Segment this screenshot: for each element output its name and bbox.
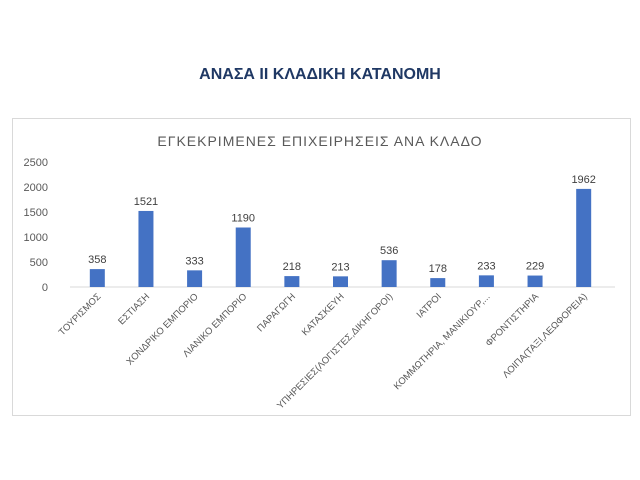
y-tick-label: 1000 [24, 232, 48, 244]
bar [381, 260, 397, 287]
bars [70, 188, 615, 288]
y-tick-label: 2000 [24, 182, 48, 194]
bar-value-label: 1190 [231, 213, 255, 225]
bar-value-label: 229 [526, 261, 544, 273]
bar-value-label: 233 [477, 260, 495, 272]
bar [527, 275, 543, 287]
x-tick-label: ΚΑΤΑΣΚΕΥΗ [300, 291, 347, 338]
y-axis-ticks: 0 500 1000 1500 2000 2500 [24, 157, 48, 294]
bar-value-label: 218 [283, 261, 301, 273]
y-tick-label: 500 [30, 257, 48, 269]
bar [576, 188, 592, 287]
y-tick-label: 1500 [24, 207, 48, 219]
x-tick-label: ΤΟΥΡΙΣΜΟΣ [57, 291, 104, 338]
y-tick-label: 2500 [24, 157, 48, 169]
x-tick-label: ΚΟΜΜΩΤΗΡΙΑ, ΜΑΝΙΚΙΟΥΡ,... [392, 291, 493, 392]
x-tick-label: ΕΣΤΙΑΣΗ [116, 291, 152, 327]
chart-title: ΕΓΚΕΚΡΙΜΕΝΕΣ ΕΠΙΧΕΙΡΗΣΕΙΣ ΑΝΑ ΚΛΑΔΟ [157, 133, 482, 149]
bar [89, 269, 105, 287]
bar [284, 276, 300, 287]
bar-value-label: 1962 [571, 174, 595, 186]
bar-value-label: 178 [429, 263, 447, 275]
x-tick-label: ΙΑΤΡΟΙ [415, 291, 444, 320]
bar [478, 275, 494, 287]
chart-frame [12, 118, 631, 416]
bar-value-label: 333 [185, 255, 203, 267]
bar-value-label: 536 [380, 245, 398, 257]
bar-value-label: 1521 [134, 196, 158, 208]
slide-title: ΑΝΑΣΑ ΙΙ ΚΛΑΔΙΚΗ ΚΑΤΑΝΟΜΗ [199, 66, 441, 83]
data-labels: 358 1521 333 1190 218 213 536 178 233 229 1962 [88, 174, 596, 275]
y-tick-label: 0 [42, 282, 48, 294]
bar [187, 270, 203, 287]
x-tick-label: ΛΟΙΠΑ(ΤΑΞΙ,ΛΕΩΦΟΡΕΙΑ) [501, 291, 590, 380]
bar [333, 276, 348, 287]
bar-value-label: 213 [331, 261, 349, 273]
bar-value-label: 358 [88, 254, 106, 266]
bar [430, 278, 446, 287]
bar [138, 210, 154, 287]
x-tick-label: ΠΑΡΑΓΩΓΗ [255, 291, 298, 334]
bar [235, 227, 251, 287]
